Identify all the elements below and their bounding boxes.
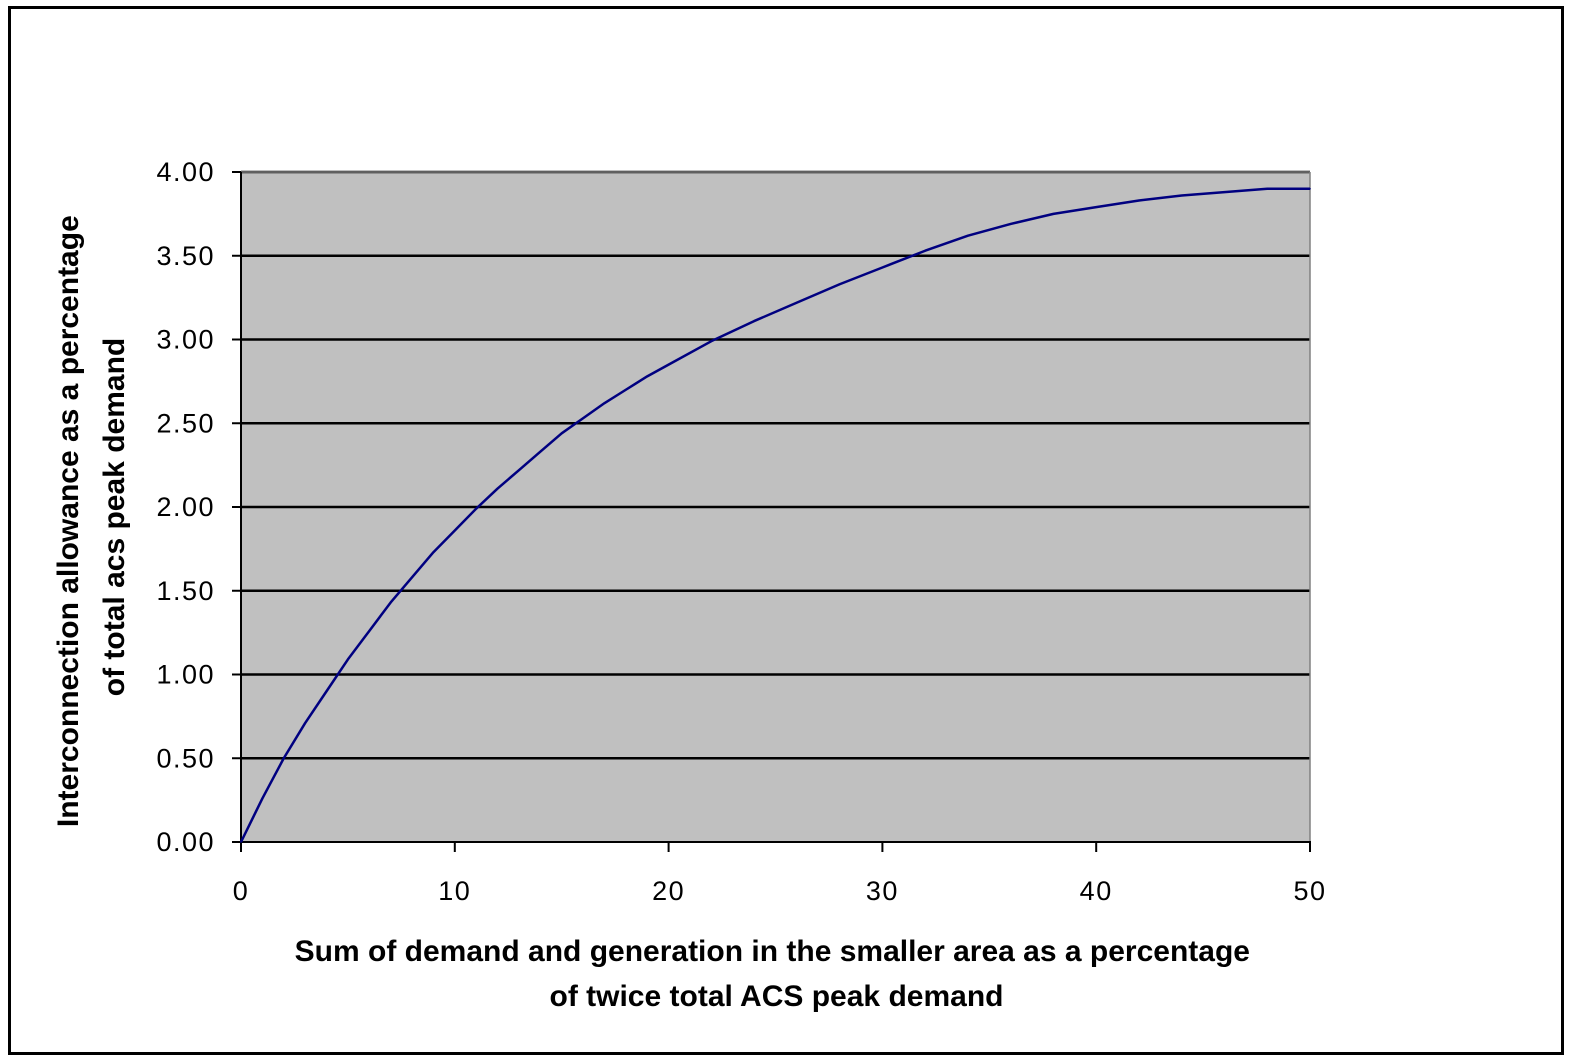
series-point-0-28: [1009, 223, 1012, 225]
y-axis-title-line-2: of total acs peak demand: [98, 338, 131, 696]
x-axis-title-line-1: Sum of demand and generation in the smal…: [295, 935, 1250, 968]
y-tick-label-0: 0.00: [156, 827, 215, 857]
x-axis-title: Sum of demand and generation in the smal…: [295, 935, 1259, 1013]
series-point-0-35: [1309, 187, 1311, 190]
y-tick-label-5: 2.50: [156, 408, 215, 438]
series-point-0-3: [304, 722, 306, 724]
series-point-0-1: [261, 797, 264, 800]
series-point-0-30: [1095, 206, 1097, 208]
series-point-0-16: [582, 417, 584, 420]
y-tick-label-4: 2.00: [156, 492, 215, 522]
series-point-0-26: [924, 249, 926, 252]
series-point-0-18: [625, 388, 627, 391]
series-point-0-0: [240, 841, 242, 843]
series-point-0-13: [518, 469, 520, 471]
y-tick-label-8: 4.00: [156, 157, 215, 187]
series-point-0-5: [347, 658, 349, 661]
y-tick-label-1: 0.50: [156, 743, 215, 773]
series-group: [239, 187, 1311, 843]
y-axis-title: Interconnection allowance as a percentag…: [52, 207, 131, 827]
series-point-0-17: [603, 402, 606, 404]
x-tick-label-4: 40: [1080, 876, 1113, 906]
series-point-0-20: [667, 363, 670, 366]
x-axis-ticks: 0 10 20 30 40 50: [233, 842, 1326, 906]
x-tick-label-1: 10: [438, 876, 471, 906]
series-point-0-27: [967, 234, 969, 237]
y-tick-label-6: 3.00: [156, 325, 215, 355]
series-point-0-33: [1223, 191, 1226, 193]
series-point-0-7: [389, 601, 392, 604]
series-point-0-6: [368, 630, 371, 632]
series-point-0-8: [411, 576, 413, 579]
series-point-0-32: [1180, 194, 1183, 197]
series-point-0-24: [838, 283, 841, 286]
x-tick-label-5: 50: [1293, 876, 1326, 906]
series-point-0-34: [1266, 187, 1269, 190]
series-point-0-29: [1052, 213, 1055, 215]
series-point-0-11: [475, 507, 477, 510]
series-point-0-9: [432, 551, 435, 554]
gridlines: [241, 170, 1310, 760]
y-tick-label-7: 3.50: [156, 241, 215, 271]
series-point-0-21: [710, 340, 713, 342]
y-axis-title-line-1: Interconnection allowance as a percentag…: [52, 215, 85, 827]
y-tick-label-3: 1.50: [156, 576, 215, 606]
series-point-0-12: [496, 487, 499, 490]
series-point-0-10: [454, 529, 456, 532]
x-axis-title-line-2: of twice total ACS peak demand: [550, 980, 1004, 1013]
x-tick-label-2: 20: [652, 876, 685, 906]
x-tick-label-3: 30: [866, 876, 899, 906]
series-point-0-31: [1138, 199, 1140, 202]
series-point-0-19: [646, 375, 649, 378]
series-line-0: [239, 187, 1310, 843]
y-axis-ticks: 0.00 0.50 1.00 1.50 2.00 2.50 3.00 3.50 4.00: [156, 157, 241, 857]
series-point-0-2: [282, 757, 285, 760]
x-tick-label-0: 0: [233, 876, 250, 906]
series-point-0-25: [881, 266, 884, 269]
y-tick-label-2: 1.00: [156, 660, 215, 690]
series-point-0-22: [753, 320, 755, 322]
series-point-0-23: [796, 301, 798, 304]
series-point-0-14: [539, 450, 542, 453]
series-point-0-15: [560, 432, 563, 435]
series-point-0-4: [325, 690, 328, 693]
